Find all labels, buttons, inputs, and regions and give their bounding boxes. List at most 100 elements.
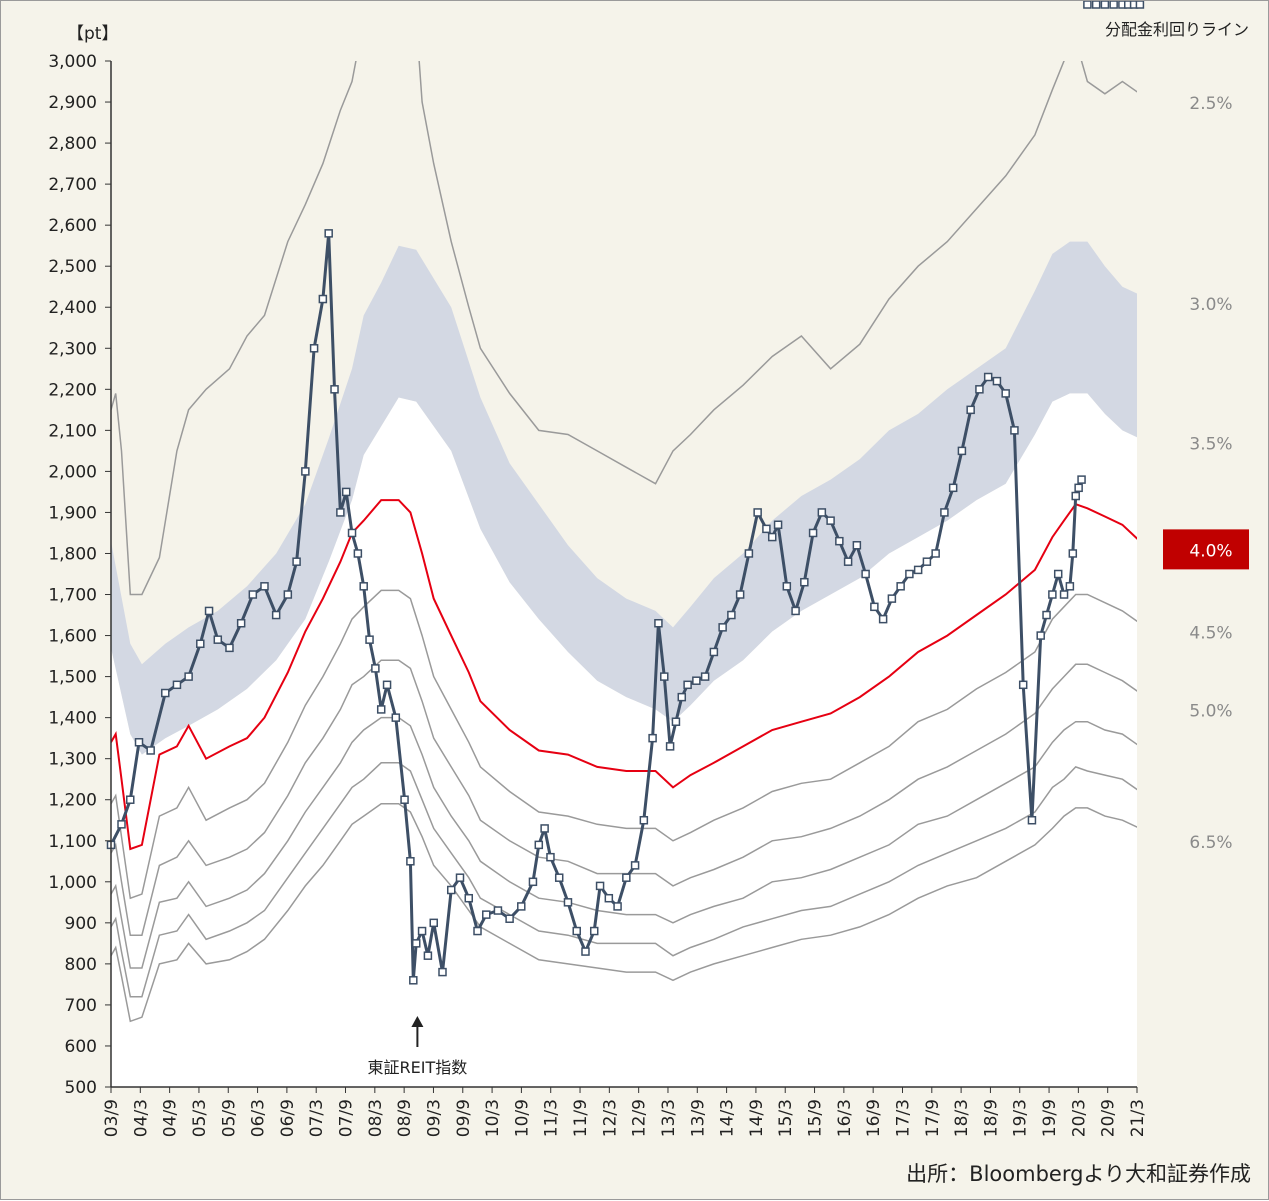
- yield-band: [111, 241, 1137, 755]
- y-tick-label: 3,000: [48, 52, 97, 72]
- reit-index-point: [473, 926, 482, 936]
- y-tick-label: 600: [65, 1037, 97, 1057]
- reit-index-point: [371, 664, 380, 673]
- y-tick-label: 2,200: [48, 380, 97, 400]
- reit-index-point: [1027, 815, 1037, 825]
- y-tick-label: 2,100: [48, 421, 97, 441]
- y-tick-label: 1,600: [48, 627, 97, 647]
- x-tick-label: 16/3: [835, 1099, 855, 1137]
- reit-index-point: [1068, 549, 1078, 558]
- y-tick-label: 500: [65, 1078, 97, 1098]
- x-tick-label: 03/9: [102, 1099, 122, 1137]
- yield-label: 2.5%: [1189, 94, 1232, 114]
- reit-index-point: [735, 590, 745, 599]
- x-tick-label: 06/9: [278, 1099, 298, 1137]
- x-tick-label: 15/3: [776, 1099, 796, 1137]
- reit-index-point: [464, 893, 474, 903]
- y-tick-label: 1,500: [48, 668, 97, 688]
- x-tick-label: 06/3: [249, 1099, 269, 1137]
- yield-header: 分配金利回りライン: [1105, 20, 1249, 39]
- reit-index-point: [417, 926, 427, 936]
- yield-label: 4.5%: [1189, 623, 1232, 643]
- yield-line-4.5%: [111, 589, 1137, 900]
- reit-index-point: [826, 516, 835, 525]
- y-tick-label: 2,300: [48, 339, 97, 359]
- reit-index-point: [540, 824, 549, 833]
- yield-line-5.0%: [111, 659, 1137, 936]
- reit-index-point: [800, 577, 809, 587]
- x-tick-label: 08/9: [395, 1099, 415, 1137]
- reit-index-point: [563, 898, 573, 907]
- reit-index-point: [411, 939, 421, 948]
- reit-index-point: [236, 618, 246, 628]
- x-tick-label: 07/3: [307, 1099, 327, 1137]
- x-tick-label: 05/3: [190, 1099, 210, 1137]
- reit-index-point: [572, 926, 581, 936]
- x-tick-label: 13/9: [688, 1099, 708, 1137]
- annotation-arrowhead: [411, 1016, 424, 1027]
- x-tick-label: 09/9: [454, 1099, 474, 1137]
- reit-index-point: [517, 902, 526, 911]
- reit-index-point: [948, 483, 958, 493]
- y-tick-label: 2,900: [48, 93, 97, 113]
- x-tick-label: 18/3: [952, 1099, 972, 1137]
- y-tick-label: 2,000: [48, 462, 97, 482]
- reit-index-point: [1074, 483, 1083, 493]
- reit-index-point: [983, 372, 993, 382]
- yield-label: 4.0%: [1189, 541, 1232, 561]
- reit-index-point: [957, 446, 967, 456]
- reit-index-point: [922, 557, 932, 566]
- reit-index-point: [1048, 590, 1057, 599]
- reit-index-point: [648, 733, 657, 743]
- reit-index-point: [336, 508, 345, 517]
- reit-index-point: [330, 385, 339, 394]
- reit-index-point: [1109, 1, 1118, 9]
- x-tick-label: 12/9: [630, 1099, 650, 1137]
- reit-index-point: [762, 524, 771, 534]
- reit-index-point: [843, 557, 853, 566]
- reit-index-point: [940, 508, 949, 517]
- y-tick-label: 900: [65, 914, 97, 934]
- reit-index-point: [660, 672, 669, 681]
- reit-index-point: [727, 610, 736, 620]
- y-tick-label: 1,400: [48, 709, 97, 729]
- reit-index-point: [204, 606, 214, 616]
- reit-index-point: [376, 705, 386, 714]
- reit-index-point: [1010, 426, 1019, 435]
- reit-index-point: [744, 549, 754, 558]
- reit-index-point: [318, 294, 328, 304]
- reit-index-point: [1091, 1, 1101, 9]
- reit-index-point: [353, 549, 363, 558]
- yield-label: 3.0%: [1189, 295, 1232, 315]
- x-tick-label: 16/9: [864, 1099, 884, 1137]
- reit-index-point: [613, 902, 622, 911]
- x-tick-label: 14/9: [747, 1099, 767, 1137]
- x-tick-label: 18/9: [981, 1099, 1001, 1137]
- x-tick-label: 11/9: [571, 1099, 591, 1137]
- y-axis-ticks: 3,000 2,900 2,800 2,700 2,600 2,500 2,400 2,300…: [48, 52, 111, 1098]
- reit-index-point: [1053, 569, 1063, 579]
- reit-index-point: [438, 967, 447, 977]
- yield-label: 5.0%: [1189, 701, 1232, 721]
- reit-index-point: [1036, 631, 1045, 640]
- reit-index-point: [677, 692, 687, 702]
- reit-index-point: [126, 795, 135, 804]
- reit-index-point: [654, 618, 663, 628]
- source-note: 出所：Bloombergより大和証券作成: [906, 1162, 1251, 1186]
- reit-index-point: [604, 893, 614, 903]
- reit-index-point: [852, 541, 862, 550]
- reit-index-point: [161, 688, 170, 698]
- reit-index-point: [248, 590, 258, 599]
- reit-index-point: [905, 569, 914, 579]
- axes: [110, 61, 1137, 1088]
- x-tick-label: 13/3: [659, 1099, 679, 1137]
- y-tick-label: 1,000: [48, 873, 97, 893]
- x-tick-label: 12/3: [600, 1099, 620, 1137]
- x-tick-label: 04/9: [161, 1099, 181, 1137]
- reit-index-point: [913, 565, 923, 575]
- x-tick-label: 07/9: [337, 1099, 357, 1137]
- yield-labels: 2.5% 3.0% 3.5% 4.0% 4.5% 5.0% 6.5%: [1163, 94, 1249, 853]
- reit-index-point: [782, 582, 792, 591]
- x-tick-label: 10/9: [512, 1099, 532, 1137]
